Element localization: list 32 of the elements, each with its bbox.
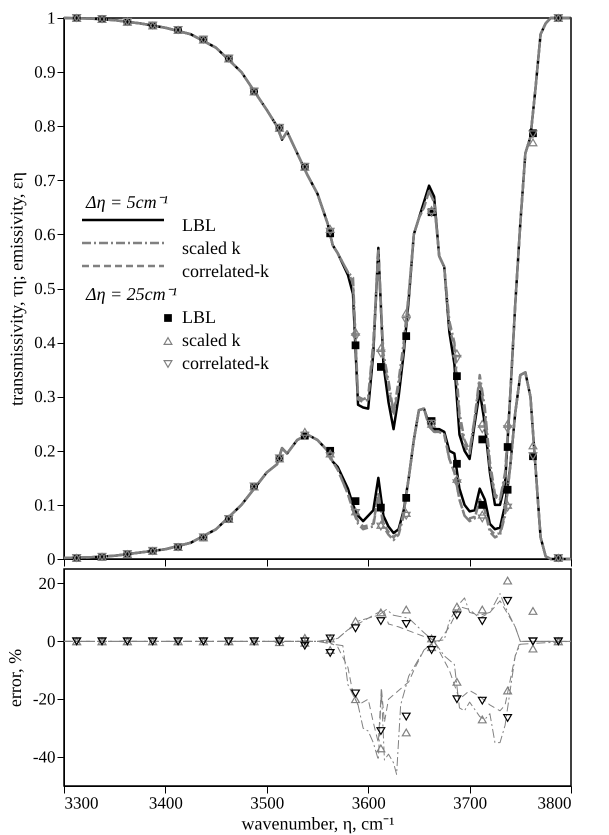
x-tick-label: 3300: [64, 794, 98, 812]
y-axis-title: transmissivity, τη; emissivity, εη: [6, 172, 26, 406]
y-tick-label: 0.5: [34, 279, 56, 298]
y-tick-label: 0.6: [34, 224, 56, 244]
legend-label: LBL: [182, 215, 216, 235]
legend-label: scaled k: [182, 330, 240, 350]
y-tick-label: 0.3: [34, 387, 56, 406]
y-tick-label: 0.1: [34, 495, 56, 514]
y-tick-label: 0.4: [34, 333, 56, 352]
y-tick-label: 20: [38, 574, 56, 593]
y-axis-title: error, %: [4, 648, 25, 708]
y-tick-label: -20: [32, 690, 56, 709]
y-tick-label: 0.2: [34, 441, 56, 460]
x-tick-label: 3500: [250, 794, 284, 812]
x-tick-label: 3700: [453, 794, 488, 812]
legend-label: correlated-k: [182, 353, 269, 373]
x-tick-label: 3800: [538, 794, 572, 812]
y-tick-label: 0: [47, 632, 56, 651]
y-tick-label: 1: [47, 8, 56, 28]
y-tick-label: -40: [32, 748, 56, 767]
legend-label: LBL: [182, 307, 216, 327]
x-axis-title: wavenumber, η, cm⁻¹: [241, 814, 395, 834]
annotation: Δη = 5cm⁻¹: [85, 192, 168, 212]
legend-label: correlated-k: [182, 261, 269, 281]
y-tick-label: 0.9: [34, 62, 56, 82]
y-tick-label: 0: [47, 550, 56, 568]
x-tick-label: 3400: [148, 794, 183, 812]
y-tick-label: 0.8: [34, 116, 56, 136]
annotation: Δη = 25cm⁻¹: [85, 284, 178, 304]
legend-label: scaled k: [182, 238, 240, 258]
x-tick-label: 3600: [352, 794, 386, 812]
y-tick-label: 0.7: [34, 170, 56, 190]
